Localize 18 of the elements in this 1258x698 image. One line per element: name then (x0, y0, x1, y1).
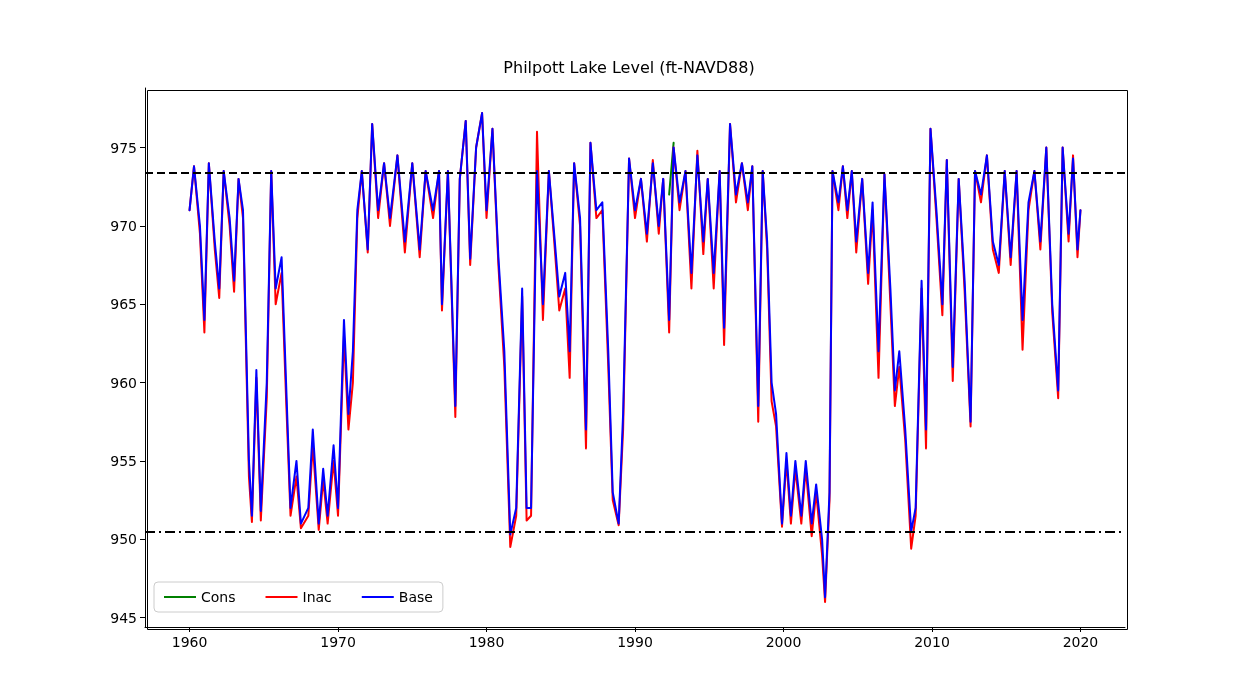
x-tick-label: 1960 (171, 634, 208, 650)
y-tick-label: 965 (110, 296, 137, 313)
y-tick-label: 945 (110, 609, 137, 626)
y-tick-label: 970 (110, 217, 137, 234)
x-tick-label: 2010 (914, 634, 950, 650)
legend-label: Base (398, 589, 433, 605)
x-tick-label: 2020 (1062, 634, 1099, 650)
x-tick-label: 1970 (320, 634, 356, 650)
x-tick-label: 1980 (468, 634, 505, 650)
x-tick-label: 1990 (617, 634, 653, 650)
legend-label: Cons (201, 589, 236, 605)
y-tick-label: 950 (110, 531, 137, 548)
y-tick-label: 960 (110, 374, 137, 391)
legend-label: Inac (302, 589, 332, 605)
y-tick-label: 955 (110, 452, 137, 469)
x-tick-label: 2000 (765, 634, 802, 650)
y-tick-label: 975 (110, 139, 137, 156)
chart-title: Philpott Lake Level (ft-NAVD88) (503, 57, 755, 77)
